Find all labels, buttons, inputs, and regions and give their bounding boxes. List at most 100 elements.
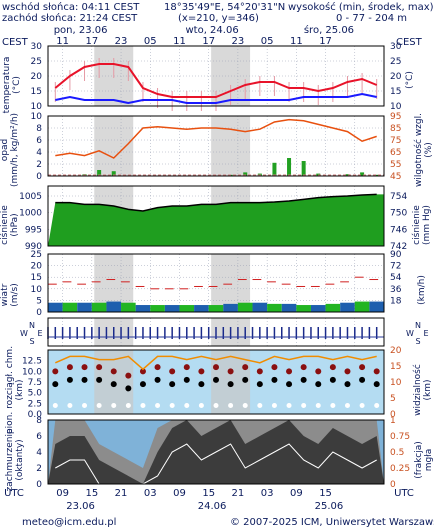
cloud-base-dot — [286, 402, 292, 408]
cloud-mid-dot — [271, 376, 278, 383]
dir-label-n-right: N — [415, 321, 421, 330]
timezone-right-label: CEST — [396, 37, 422, 48]
fog-axis-label: (frakcja) mgła — [414, 441, 434, 479]
wind-speed-bar — [267, 303, 282, 312]
night-band — [211, 254, 251, 312]
wind-kmh-axis-label: (km/h) — [417, 275, 427, 305]
cloud-mid-dot — [286, 381, 293, 388]
copyright-text: © 2007-2025 ICM, Uniwersytet Warszawski — [230, 517, 434, 528]
temp-tick-left: 15 — [31, 87, 42, 97]
pressure-tick-left: 1000 — [19, 209, 42, 219]
pressure-tick-right: 746 — [390, 225, 407, 235]
panel-frame — [47, 185, 385, 247]
cloud-mid-dot — [154, 376, 161, 383]
cloud-mid-dot — [242, 376, 249, 383]
temp-tick-left: 25 — [31, 57, 42, 67]
temp-tick-left: 20 — [31, 72, 43, 82]
bottom-hour-label: 15 — [85, 488, 98, 499]
contact-email[interactable]: meteo@icm.edu.pl — [22, 517, 117, 528]
cloud-base-dot — [96, 402, 102, 408]
cloud-mid-dot — [169, 381, 176, 388]
wind-tick-right: 54 — [390, 273, 402, 283]
utc-left-label: UTC — [4, 488, 24, 499]
wind-tick-right: 72 — [390, 262, 401, 272]
wind-tick-left: 25 — [31, 250, 42, 260]
cloud-top-dot — [300, 364, 307, 371]
panel-frame — [47, 253, 385, 313]
wind-speed-bar — [48, 302, 63, 312]
humidity-line — [55, 118, 377, 159]
precipitation-bar — [301, 161, 306, 176]
cloud-top-dot — [125, 372, 132, 379]
cloud-base-dot — [169, 402, 175, 408]
cloud-base-dot — [82, 402, 88, 408]
grid-position-text: (x=210, y=346) — [178, 13, 259, 24]
cloud-top-dot — [271, 364, 278, 371]
wind-speed-bar — [164, 305, 180, 312]
wind-speed-bar — [354, 301, 370, 312]
visibility-tick-right: 10 — [390, 378, 402, 388]
altitude-title: wysokość (min, środek, max) — [288, 2, 434, 13]
wind-speed-bar — [135, 305, 151, 312]
cloud-top-dot — [52, 368, 59, 375]
visibility-tick-right: 20 — [390, 346, 402, 356]
cloud-mid-dot — [52, 381, 59, 388]
bottom-hour-label: 15 — [319, 488, 332, 499]
top-hour-label: 23 — [232, 36, 245, 47]
dir-label-w: W — [20, 329, 28, 338]
cloud-tick-left: 7.5 — [28, 378, 42, 388]
coordinates-text: 18°35'49"E, 54°20'31"N — [164, 2, 286, 13]
pressure-line — [55, 193, 377, 212]
wind-tick-left: 10 — [31, 285, 43, 295]
visibility-tick-right: 5 — [390, 394, 396, 404]
cloud-mid-dot — [227, 381, 234, 388]
precip-tick: 4 — [36, 148, 42, 158]
cloud-top-dot — [110, 368, 117, 375]
cloud-base-dot — [242, 402, 248, 408]
bottom-day-label: 24.06 — [198, 501, 227, 512]
top-hour-label: 11 — [173, 36, 186, 47]
bottom-day-label: 23.06 — [66, 501, 95, 512]
wind-speed-bar — [62, 302, 78, 312]
cover-tick-left: 2 — [36, 464, 42, 474]
pressure-tick-right: 750 — [390, 209, 407, 219]
dir-label-w-right: W — [406, 329, 414, 338]
cloud-base-dot — [52, 402, 58, 408]
cloud-mid-dot — [66, 376, 73, 383]
temp-tick-left: 10 — [31, 102, 43, 112]
temp-tick-right: 15 — [390, 87, 401, 97]
cloud-mid-dot — [110, 381, 117, 388]
cloud-base-dot — [315, 402, 321, 408]
cloud-base-dot — [67, 402, 73, 408]
cloud-top-dot — [256, 368, 263, 375]
wind-speed-bar — [369, 301, 384, 312]
cloud-base-dot — [374, 402, 380, 408]
bottom-hour-label: 21 — [232, 488, 245, 499]
cloud-mid-dot — [125, 385, 132, 392]
dir-label-e-right: E — [423, 329, 428, 338]
pressure-tick-right: 742 — [390, 242, 407, 252]
cloud-mid-dot — [96, 376, 103, 383]
cloud-top-dot — [227, 368, 234, 375]
cloud-base-dot — [344, 402, 350, 408]
humidity-tick: 75 — [390, 136, 401, 146]
panel-frame — [47, 45, 385, 107]
precipitation-bar — [360, 172, 365, 176]
cloud-top-dot — [66, 364, 73, 371]
cloud-mid-dot — [213, 376, 219, 383]
cloud-tick-left: 10.0 — [22, 367, 42, 377]
precipitation-bar — [345, 174, 350, 176]
cloud-top-dot — [329, 364, 336, 371]
precip-tick: 0 — [36, 172, 42, 182]
fog-tick-right: 1 — [390, 416, 396, 426]
bottom-hour-label: 15 — [202, 488, 215, 499]
temp-tick-right: 10 — [390, 102, 402, 112]
precip-tick: 2 — [36, 160, 42, 170]
wind-speed-bar — [237, 302, 253, 312]
visibility-line — [55, 355, 377, 371]
bottom-hour-label: 09 — [56, 488, 69, 499]
precipitation-bar — [243, 172, 248, 176]
top-hour-label: 11 — [56, 36, 69, 47]
visibility-tick-right: 0 — [390, 410, 396, 420]
wind-speed-bar — [340, 302, 355, 312]
